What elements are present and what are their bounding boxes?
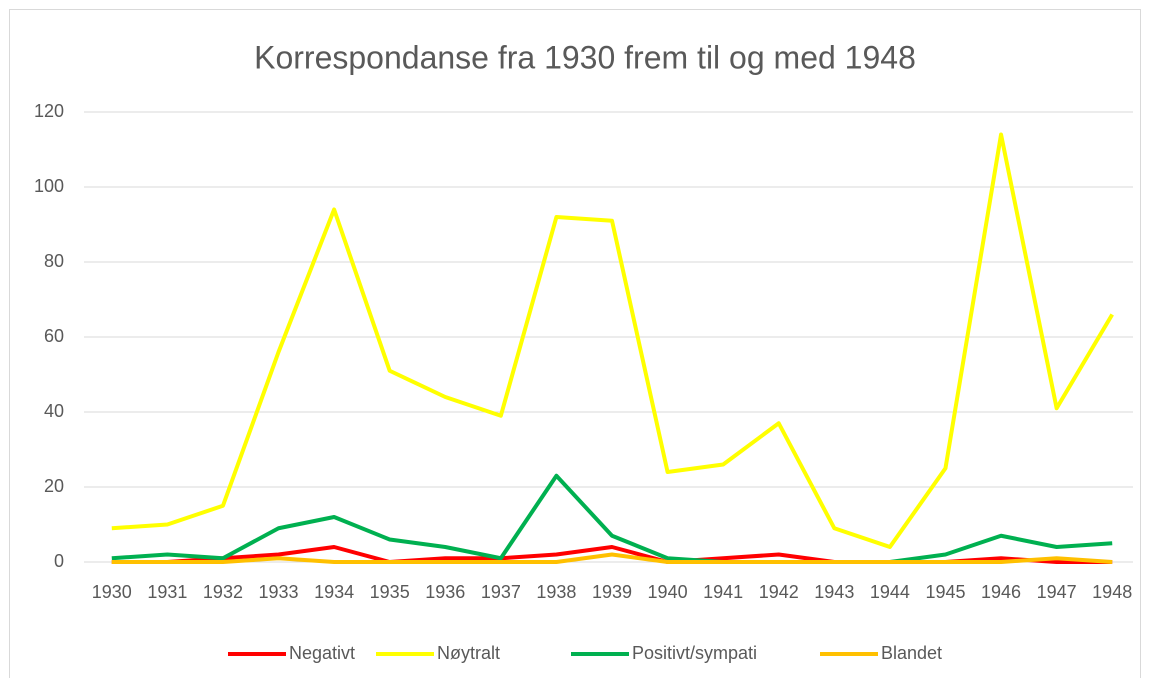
y-tick-label: 120 — [34, 101, 64, 121]
y-tick-label: 100 — [34, 176, 64, 196]
x-tick-label: 1930 — [92, 582, 132, 602]
x-tick-label: 1939 — [592, 582, 632, 602]
x-tick-label: 1946 — [981, 582, 1021, 602]
x-tick-label: 1947 — [1037, 582, 1077, 602]
legend-label: Nøytralt — [437, 643, 500, 663]
x-tick-label: 1942 — [759, 582, 799, 602]
y-tick-label: 20 — [44, 476, 64, 496]
x-tick-label: 1932 — [203, 582, 243, 602]
x-tick-label: 1938 — [536, 582, 576, 602]
series-line — [111, 473, 1113, 564]
x-tick-label: 1940 — [648, 582, 688, 602]
y-tick-label: 60 — [44, 326, 64, 346]
chart-frame — [9, 9, 1141, 683]
y-tick-label: 0 — [54, 551, 64, 571]
x-tick-label: 1945 — [925, 582, 965, 602]
chart-title: Korrespondanse fra 1930 frem til og med … — [254, 39, 916, 75]
x-tick-label: 1948 — [1092, 582, 1132, 602]
legend-label: Blandet — [881, 643, 942, 663]
x-tick-label: 1931 — [147, 582, 187, 602]
x-tick-label: 1936 — [425, 582, 465, 602]
legend-label: Positivt/sympati — [632, 643, 757, 663]
y-tick-label: 40 — [44, 401, 64, 421]
y-tick-label: 80 — [44, 251, 64, 271]
x-tick-label: 1934 — [314, 582, 354, 602]
x-tick-label: 1933 — [259, 582, 299, 602]
x-tick-label: 1937 — [481, 582, 521, 602]
x-tick-label: 1943 — [814, 582, 854, 602]
legend-label: Negativt — [289, 643, 355, 663]
series-line — [111, 552, 1113, 564]
x-tick-label: 1941 — [703, 582, 743, 602]
x-tick-label: 1935 — [370, 582, 410, 602]
series-line — [111, 132, 1114, 549]
x-tick-label: 1944 — [870, 582, 910, 602]
